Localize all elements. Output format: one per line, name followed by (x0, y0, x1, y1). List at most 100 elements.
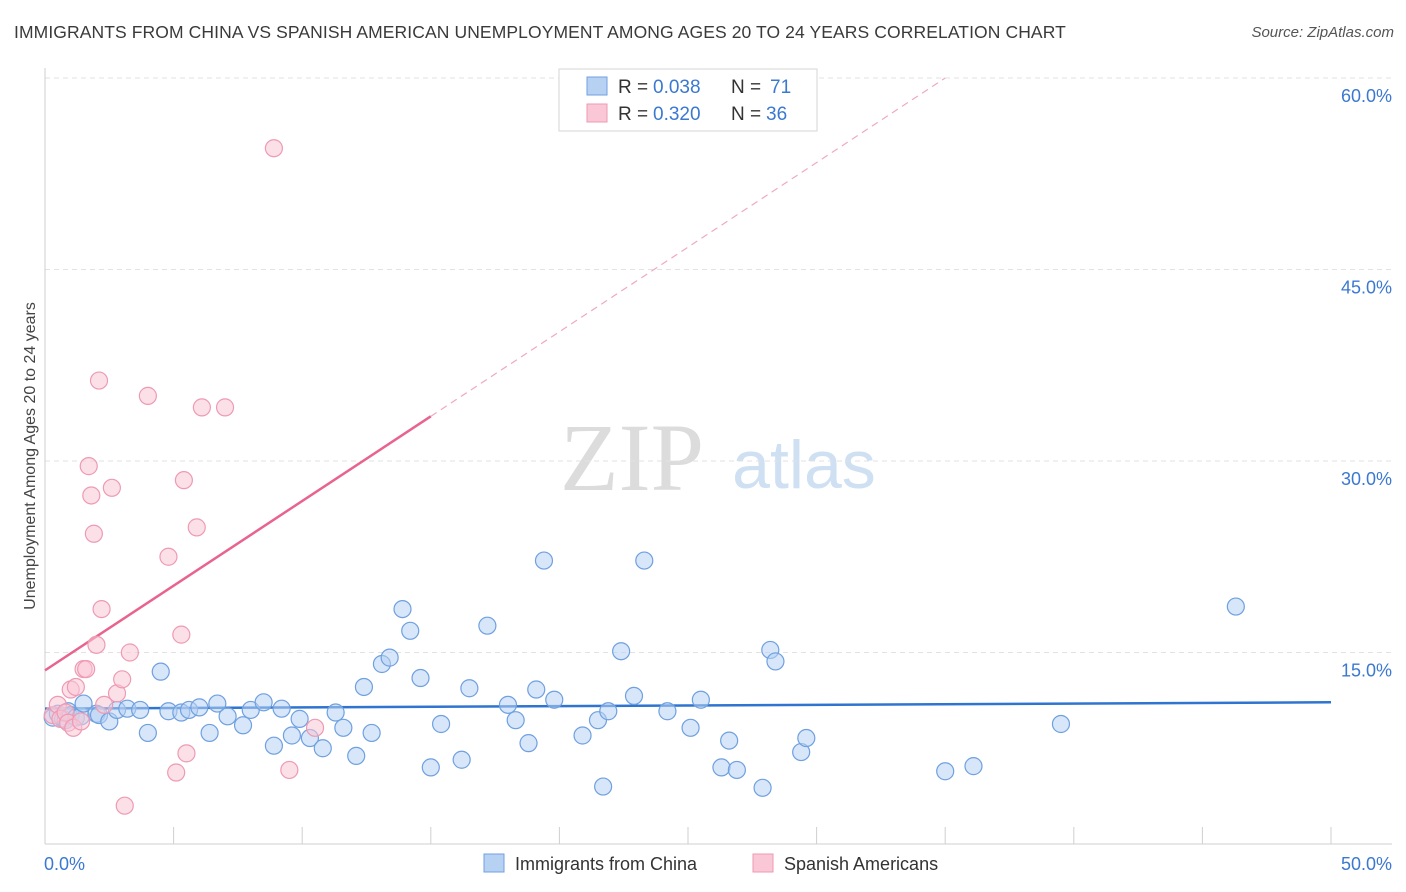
bottom-legend-label-spanish: Spanish Americans (784, 854, 938, 874)
x-ticks (44, 827, 1332, 844)
spanish-point (192, 398, 211, 417)
china-point (190, 698, 209, 717)
y-tick-label: 45.0% (1341, 278, 1392, 298)
trend-lines (44, 77, 1332, 710)
spanish-point (84, 524, 103, 543)
gridlines (45, 77, 1392, 653)
spanish-point (82, 486, 101, 505)
legend-r-label-2: R = (618, 104, 648, 125)
spanish-point (92, 599, 111, 619)
chart-source: Source: ZipAtlas.com (1251, 24, 1394, 41)
china-point (1226, 597, 1245, 616)
spanish-point (187, 518, 206, 537)
china-point (573, 726, 592, 745)
china-point (635, 551, 654, 570)
china-point (527, 680, 546, 699)
china-point (478, 616, 497, 635)
legend-r-value-1: 0.038 (653, 77, 701, 98)
china-point (797, 728, 816, 748)
chart-title: IMMIGRANTS FROM CHINA VS SPANISH AMERICA… (14, 22, 1066, 42)
legend-n-label-2: N = (731, 104, 761, 125)
spanish-point (280, 760, 299, 780)
legend-n-value-2: 36 (766, 104, 787, 125)
china-point (313, 739, 332, 758)
y-tick-label: 15.0% (1341, 661, 1392, 681)
china-point (326, 703, 345, 722)
legend-n-value-1: 71 (770, 77, 791, 98)
china-point (612, 642, 631, 661)
china-point (506, 711, 525, 730)
china-point (393, 599, 412, 619)
china-point (658, 702, 677, 721)
x-tick-label-min: 0.0% (44, 854, 85, 874)
china-point (264, 736, 284, 755)
bottom-legend-label-china: Immigrants from China (515, 854, 698, 874)
china-point (354, 677, 374, 697)
spanish-point (102, 478, 121, 497)
china-point (282, 726, 302, 745)
china-point (964, 757, 983, 776)
spanish-point (305, 718, 325, 737)
china-point (498, 695, 518, 714)
series-legend: Immigrants from China Spanish Americans (483, 853, 938, 874)
spanish-point (95, 695, 114, 714)
china-point (753, 778, 772, 797)
y-tick-label: 60.0% (1341, 86, 1392, 106)
china-point (421, 758, 440, 777)
china-point (131, 700, 150, 720)
legend-r-value-2: 0.320 (653, 104, 701, 125)
y-tick-label: 30.0% (1341, 469, 1392, 489)
china-point (727, 760, 746, 780)
legend-swatch-spanish (586, 103, 608, 123)
data-points (43, 139, 1245, 815)
spanish-point (159, 547, 178, 566)
watermark-atlas: atlas (732, 427, 876, 503)
spanish-point (77, 659, 96, 679)
china-point (460, 679, 479, 698)
china-point (712, 758, 731, 777)
china-point (272, 699, 291, 718)
china-point (624, 686, 644, 706)
spanish-point (177, 744, 196, 763)
spanish-point (120, 643, 139, 662)
china-point (545, 690, 564, 709)
china-point (720, 731, 739, 750)
spanish-point (66, 677, 85, 697)
trend-line-china (44, 701, 1332, 710)
china-point (74, 694, 93, 713)
spanish-point (79, 457, 98, 476)
china-point (138, 723, 157, 743)
legend-swatch-china (586, 76, 608, 96)
spanish-point (113, 670, 132, 689)
china-point (519, 734, 538, 753)
china-point (218, 707, 237, 726)
stats-legend: R = 0.038 N = 71 R = 0.320 N = 36 (558, 68, 818, 132)
spanish-point (89, 371, 109, 390)
china-point (254, 693, 273, 712)
china-point (681, 718, 700, 737)
spanish-point (115, 796, 134, 815)
y-axis-label: Unemployment Among Ages 20 to 24 years (22, 302, 39, 610)
china-point (936, 762, 955, 781)
x-tick-label-max: 50.0% (1341, 854, 1392, 874)
china-point (411, 668, 430, 688)
china-point (401, 621, 420, 640)
china-point (151, 662, 170, 681)
china-point (594, 777, 613, 796)
spanish-point (167, 763, 186, 782)
china-point (200, 723, 219, 743)
bottom-legend-swatch-spanish (752, 853, 774, 873)
china-point (290, 709, 309, 728)
china-point (691, 690, 710, 709)
legend-r-label-1: R = (618, 77, 648, 98)
spanish-point (138, 386, 157, 405)
legend-n-label-1: N = (731, 77, 761, 98)
china-point (347, 746, 366, 766)
bottom-legend-swatch-china (483, 853, 505, 873)
spanish-point (264, 139, 284, 158)
china-point (380, 648, 399, 667)
china-point (208, 694, 227, 713)
china-point (534, 551, 554, 570)
china-point (362, 723, 381, 743)
